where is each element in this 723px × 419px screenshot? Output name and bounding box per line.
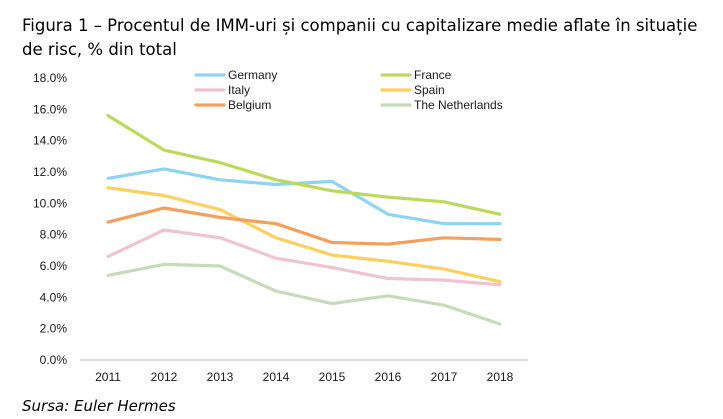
series-line-the-netherlands <box>106 262 502 326</box>
x-tick-label: 2015 <box>319 370 346 384</box>
y-tick-label: 18.0% <box>33 71 67 85</box>
legend-label: Germany <box>228 68 277 82</box>
y-tick-label: 8.0% <box>40 228 68 242</box>
legend-item-spain: Spain <box>380 83 445 97</box>
legend: Germany France Italy Spain Belgium The Nether… <box>194 68 503 112</box>
legend-label: Belgium <box>228 98 271 112</box>
x-tick-label: 2013 <box>207 370 234 384</box>
x-tick-label: 2012 <box>151 370 178 384</box>
legend-label: France <box>414 68 452 82</box>
legend-item-germany: Germany <box>194 68 277 82</box>
y-tick-label: 0.0% <box>40 353 68 367</box>
source-note: Sursa: Euler Hermes <box>22 397 176 415</box>
y-tick-label: 12.0% <box>33 165 67 179</box>
plot-series <box>106 113 502 326</box>
y-tick-label: 14.0% <box>33 134 67 148</box>
legend-item-belgium: Belgium <box>194 98 271 112</box>
legend-item-the-netherlands: The Netherlands <box>380 98 503 112</box>
y-tick-label: 4.0% <box>40 290 68 304</box>
y-tick-label: 16.0% <box>33 102 67 116</box>
series-line-germany <box>106 167 502 226</box>
x-tick-label: 2014 <box>263 370 290 384</box>
legend-item-france: France <box>380 68 452 82</box>
y-tick-label: 10.0% <box>33 196 67 210</box>
x-tick-label: 2016 <box>375 370 402 384</box>
y-tick-label: 6.0% <box>40 259 68 273</box>
x-tick-label: 2011 <box>95 370 121 384</box>
legend-item-italy: Italy <box>194 83 250 97</box>
legend-label: Italy <box>228 83 250 97</box>
y-axis: 0.0% 2.0% 4.0% 6.0% 8.0% 10.0% 12.0% 14.0% 16.0%… <box>33 71 67 367</box>
series-line-france <box>106 113 502 216</box>
x-tick-label: 2017 <box>431 370 458 384</box>
series-line-belgium <box>106 206 502 246</box>
x-axis: 2011 2012 2013 2014 2015 2016 2017 2018 <box>80 359 528 384</box>
series-line-spain <box>106 186 502 284</box>
y-tick-label: 2.0% <box>40 322 68 336</box>
chart-title: Figura 1 – Procentul de IMM-uri și compa… <box>22 16 698 59</box>
series-line-italy <box>106 228 502 287</box>
legend-label: The Netherlands <box>414 98 503 112</box>
x-tick-label: 2018 <box>487 370 514 384</box>
legend-label: Spain <box>414 83 445 97</box>
